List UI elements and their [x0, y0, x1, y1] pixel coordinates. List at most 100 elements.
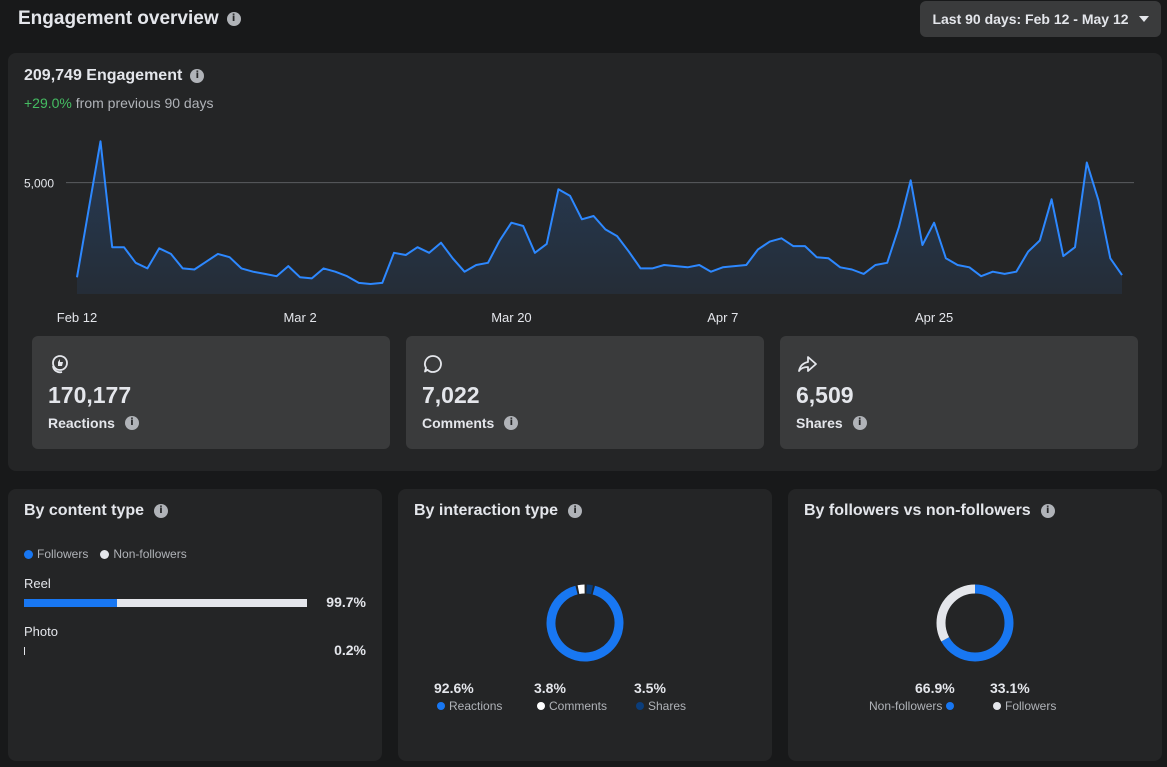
followers-donut-chart[interactable]	[930, 578, 1020, 668]
data-point[interactable]	[345, 274, 349, 278]
data-point[interactable]	[227, 255, 231, 259]
data-point[interactable]	[333, 270, 337, 274]
data-point[interactable]	[98, 139, 102, 143]
data-point[interactable]	[955, 263, 959, 267]
data-point[interactable]	[1002, 272, 1006, 276]
data-point[interactable]	[204, 260, 208, 264]
data-point[interactable]	[509, 221, 513, 225]
data-point[interactable]	[556, 187, 560, 191]
donut-slice-reactions[interactable]	[543, 581, 626, 664]
data-point[interactable]	[615, 234, 619, 238]
data-point[interactable]	[862, 272, 866, 276]
data-point[interactable]	[721, 265, 725, 269]
info-icon[interactable]: i	[568, 504, 583, 518]
data-point[interactable]	[498, 238, 502, 242]
data-point[interactable]	[850, 267, 854, 271]
data-point[interactable]	[826, 256, 830, 260]
data-point[interactable]	[685, 265, 689, 269]
data-point[interactable]	[991, 270, 995, 274]
data-point[interactable]	[1061, 254, 1065, 258]
stat-card-comments[interactable]: 7,022 Comments i	[406, 336, 764, 449]
data-point[interactable]	[216, 252, 220, 256]
data-point[interactable]	[357, 281, 361, 285]
data-point[interactable]	[1108, 256, 1112, 260]
data-point[interactable]	[897, 225, 901, 229]
data-point[interactable]	[462, 270, 466, 274]
data-point[interactable]	[286, 264, 290, 268]
data-point[interactable]	[263, 272, 267, 276]
data-point[interactable]	[920, 243, 924, 247]
data-point[interactable]	[533, 251, 537, 255]
series-line[interactable]	[76, 140, 1123, 285]
info-icon[interactable]: i	[852, 416, 867, 430]
data-point[interactable]	[1085, 160, 1089, 164]
data-point[interactable]	[368, 282, 372, 286]
data-point[interactable]	[87, 207, 91, 211]
data-point[interactable]	[756, 247, 760, 251]
data-point[interactable]	[145, 266, 149, 270]
data-point[interactable]	[274, 274, 278, 278]
data-point[interactable]	[627, 250, 631, 254]
data-point[interactable]	[909, 178, 913, 182]
data-point[interactable]	[885, 261, 889, 265]
info-icon[interactable]: i	[190, 69, 205, 83]
data-point[interactable]	[674, 264, 678, 268]
data-point[interactable]	[110, 245, 114, 249]
info-icon[interactable]: i	[1040, 504, 1055, 518]
data-point[interactable]	[545, 242, 549, 246]
data-point[interactable]	[967, 265, 971, 269]
date-range-dropdown[interactable]: Last 90 days: Feb 12 - May 12	[920, 1, 1161, 37]
data-point[interactable]	[157, 246, 161, 250]
stat-card-reactions[interactable]: 170,177 Reactions i	[32, 336, 390, 449]
donut-slice-comments[interactable]	[543, 581, 626, 664]
data-point[interactable]	[779, 236, 783, 240]
data-point[interactable]	[239, 266, 243, 270]
data-point[interactable]	[451, 256, 455, 260]
info-icon[interactable]: i	[504, 416, 519, 430]
interaction-donut-chart[interactable]	[540, 578, 630, 668]
data-point[interactable]	[1073, 245, 1077, 249]
data-point[interactable]	[75, 275, 79, 279]
data-point[interactable]	[298, 275, 302, 279]
data-point[interactable]	[838, 265, 842, 269]
info-icon[interactable]: i	[124, 416, 139, 430]
data-point[interactable]	[192, 267, 196, 271]
data-point[interactable]	[944, 256, 948, 260]
bar-photo[interactable]	[24, 647, 25, 655]
data-point[interactable]	[873, 263, 877, 267]
data-point[interactable]	[568, 194, 572, 198]
data-point[interactable]	[169, 252, 173, 256]
data-point[interactable]	[251, 270, 255, 274]
data-point[interactable]	[1049, 197, 1053, 201]
data-point[interactable]	[1096, 198, 1100, 202]
donut-slice-shares[interactable]	[543, 581, 626, 664]
data-point[interactable]	[415, 245, 419, 249]
data-point[interactable]	[521, 224, 525, 228]
data-point[interactable]	[134, 261, 138, 265]
data-point[interactable]	[768, 239, 772, 243]
data-point[interactable]	[979, 274, 983, 278]
data-point[interactable]	[603, 227, 607, 231]
info-icon[interactable]: i	[226, 12, 241, 26]
data-point[interactable]	[709, 270, 713, 274]
stat-card-shares[interactable]: 6,509 Shares i	[780, 336, 1138, 449]
data-point[interactable]	[1038, 238, 1042, 242]
data-point[interactable]	[427, 251, 431, 255]
data-point[interactable]	[1120, 273, 1124, 277]
data-point[interactable]	[591, 214, 595, 218]
data-point[interactable]	[310, 276, 314, 280]
data-point[interactable]	[932, 221, 936, 225]
data-point[interactable]	[474, 263, 478, 267]
data-point[interactable]	[1014, 270, 1018, 274]
data-point[interactable]	[486, 261, 490, 265]
bar-reel[interactable]	[24, 599, 308, 607]
data-point[interactable]	[662, 263, 666, 267]
data-point[interactable]	[732, 264, 736, 268]
data-point[interactable]	[392, 251, 396, 255]
data-point[interactable]	[650, 266, 654, 270]
info-icon[interactable]: i	[154, 504, 169, 518]
data-point[interactable]	[380, 281, 384, 285]
data-point[interactable]	[697, 263, 701, 267]
data-point[interactable]	[803, 244, 807, 248]
data-point[interactable]	[580, 217, 584, 221]
